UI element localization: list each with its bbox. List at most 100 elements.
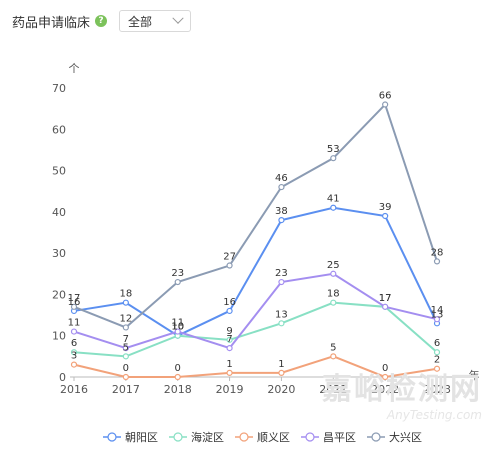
- x-axis-unit: 年: [469, 368, 480, 382]
- data-label: 41: [327, 194, 340, 205]
- data-point: [174, 373, 181, 381]
- legend-marker: [173, 432, 183, 442]
- x-tick-label: 2021: [319, 383, 347, 396]
- x-tick-label: 2019: [216, 383, 244, 396]
- legend-marker: [371, 432, 381, 442]
- data-label: 0: [175, 363, 181, 374]
- data-point: [330, 353, 337, 360]
- data-point: [330, 155, 337, 162]
- data-point: [382, 212, 389, 220]
- data-point: [70, 361, 78, 368]
- data-label: 18: [119, 289, 132, 300]
- data-label: 1: [278, 359, 284, 370]
- district-select-value: 全部: [128, 14, 153, 29]
- y-tick-label: 0: [59, 371, 66, 384]
- data-point: [433, 349, 441, 356]
- y-axis-unit: 个: [69, 62, 80, 75]
- data-point: [174, 278, 181, 286]
- data-label: 1: [226, 359, 232, 370]
- data-label: 39: [379, 202, 392, 213]
- data-label: 17: [379, 293, 392, 304]
- data-label: 17: [379, 293, 392, 304]
- y-tick-label: 40: [52, 206, 66, 219]
- legend-marker: [239, 432, 249, 442]
- series-line: [73, 301, 438, 358]
- y-tick-label: 50: [52, 165, 66, 178]
- data-label: 13: [275, 309, 288, 320]
- data-label: 7: [123, 334, 129, 345]
- data-point: [330, 270, 337, 277]
- data-point: [382, 101, 389, 108]
- chart-lines: [70, 101, 441, 381]
- data-label: 3: [71, 351, 77, 362]
- data-label: 18: [327, 289, 340, 300]
- data-point: [226, 307, 233, 315]
- data-label: 7: [226, 334, 232, 345]
- legend-label: 大兴区: [389, 430, 422, 444]
- data-label: 11: [171, 318, 184, 329]
- y-tick-label: 10: [52, 330, 66, 343]
- data-label: 6: [434, 338, 440, 349]
- data-label: 5: [123, 342, 129, 353]
- x-tick-label: 2020: [267, 383, 295, 396]
- data-point: [226, 336, 233, 343]
- legend-item[interactable]: 大兴区: [367, 430, 422, 444]
- data-point: [226, 369, 233, 376]
- data-point: [330, 204, 337, 211]
- data-label: 11: [68, 318, 81, 329]
- data-label: 9: [226, 326, 232, 337]
- data-point: [226, 345, 233, 352]
- data-point: [382, 303, 389, 310]
- legend-item[interactable]: 顺义区: [235, 431, 290, 444]
- data-point: [278, 183, 285, 191]
- data-label: 0: [123, 363, 129, 374]
- legend-label: 昌平区: [323, 431, 356, 444]
- help-icon[interactable]: ?: [95, 15, 108, 27]
- data-label: 5: [330, 342, 336, 353]
- data-label: 0: [382, 363, 388, 374]
- data-point: [226, 262, 233, 269]
- data-label: 16: [68, 297, 81, 308]
- x-tick-label: 2018: [164, 383, 192, 396]
- data-label: 53: [327, 144, 340, 155]
- data-label: 66: [379, 91, 392, 102]
- watermark-subtext: AnyTesting.com: [386, 408, 482, 422]
- legend-item[interactable]: 昌平区: [301, 431, 356, 444]
- data-point: [278, 217, 285, 224]
- watermark-text: 嘉峪检测网: [322, 372, 482, 407]
- data-point: [174, 328, 181, 335]
- legend-item[interactable]: 海淀区: [169, 430, 224, 444]
- series-line: [73, 206, 438, 337]
- legend-item[interactable]: 朝阳区: [103, 431, 158, 444]
- legend-marker: [305, 432, 315, 442]
- data-label: 14: [431, 305, 444, 316]
- series-line: [73, 102, 438, 329]
- data-point: [70, 349, 78, 356]
- legend-marker: [107, 432, 117, 442]
- chart-title: 药品申请临床: [12, 15, 91, 31]
- data-point: [70, 303, 78, 310]
- series-line: [73, 355, 438, 379]
- data-point: [433, 365, 441, 372]
- data-point: [278, 320, 285, 327]
- y-tick-label: 60: [52, 123, 66, 136]
- data-label: 13: [431, 309, 444, 320]
- y-tick-label: 30: [52, 247, 66, 260]
- data-label: 16: [223, 297, 236, 308]
- data-point: [122, 345, 129, 352]
- data-label: 23: [275, 268, 288, 279]
- data-label: 6: [71, 338, 77, 349]
- series-line: [73, 272, 438, 350]
- y-tick-label: 20: [52, 288, 66, 301]
- data-point: [330, 299, 337, 306]
- data-label: 46: [275, 173, 288, 184]
- chart-legend: 朝阳区 海淀区 顺义区 昌平区 大兴区: [103, 430, 422, 444]
- data-point: [70, 328, 78, 335]
- data-label: 17: [68, 293, 81, 304]
- data-point: [122, 324, 129, 331]
- data-label: 28: [431, 247, 444, 258]
- district-select[interactable]: 全部: [119, 10, 192, 32]
